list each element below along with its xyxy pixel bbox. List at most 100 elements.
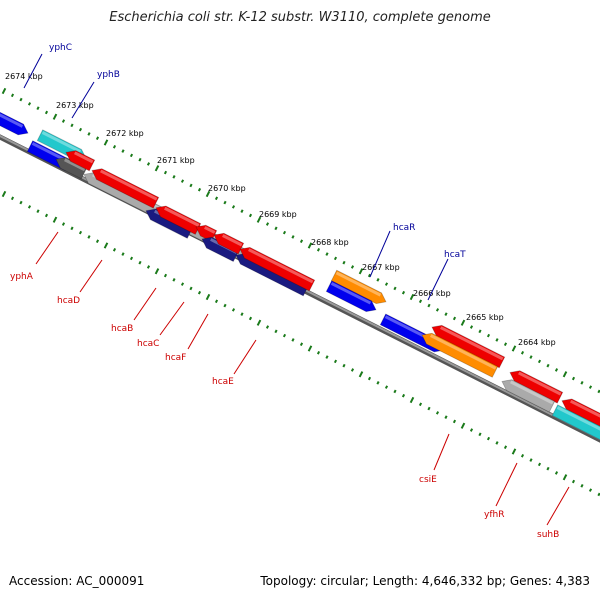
- kbp-label: 2672 kbp: [106, 129, 144, 138]
- tick-mark: [282, 230, 287, 235]
- tick-mark: [460, 422, 466, 429]
- gene-arrow: [155, 205, 202, 235]
- gene-arrow-highlight: [100, 169, 158, 201]
- tick-mark: [511, 448, 517, 455]
- tick-mark: [112, 248, 117, 252]
- tick-mark: [52, 113, 58, 120]
- gene-arrow: [551, 404, 600, 441]
- tick-mark: [367, 273, 372, 278]
- gene-label-csiE: csiE: [419, 475, 437, 485]
- tick-mark: [495, 338, 499, 342]
- tick-mark: [546, 363, 550, 368]
- tick-mark: [146, 265, 151, 269]
- gene-arrow-highlight: [204, 226, 216, 234]
- tick-mark: [256, 319, 262, 326]
- tick-mark: [520, 350, 525, 355]
- kbp-label: 2667 kbp: [362, 263, 400, 272]
- tick-mark: [61, 222, 66, 226]
- tick-mark: [78, 230, 83, 235]
- tick-mark: [1, 87, 7, 95]
- tick-mark: [61, 119, 66, 123]
- gene-arrow: [0, 107, 29, 136]
- tick-mark: [240, 312, 244, 316]
- tick-mark: [580, 484, 584, 488]
- tick-mark: [562, 474, 568, 481]
- tick-mark: [427, 406, 431, 411]
- tick-mark: [172, 175, 176, 179]
- gene-label-hcaF: hcaF: [165, 353, 186, 363]
- tick-mark: [87, 132, 91, 136]
- tick-mark: [103, 242, 109, 249]
- tick-mark: [460, 319, 466, 326]
- tick-mark: [307, 242, 313, 249]
- tick-mark: [495, 441, 499, 445]
- tick-mark: [435, 411, 440, 415]
- topology-text: Topology: circular; Length: 4,646,332 bp…: [260, 574, 590, 588]
- tick-mark: [554, 471, 559, 475]
- tick-mark: [223, 303, 227, 308]
- tick-mark: [325, 355, 329, 359]
- tick-mark: [70, 123, 74, 128]
- tick-mark: [291, 338, 295, 342]
- tick-mark: [316, 248, 321, 252]
- tick-mark: [146, 162, 151, 166]
- tick-mark: [503, 342, 508, 346]
- gene-arrow-highlight: [570, 399, 600, 423]
- tick-mark: [172, 278, 176, 282]
- tick-mark: [291, 235, 295, 239]
- tick-mark: [588, 488, 593, 492]
- tick-mark: [70, 226, 74, 231]
- gene-arrow-highlight: [64, 158, 86, 172]
- tick-row-bottom: [1, 190, 600, 497]
- tick-mark: [571, 376, 576, 381]
- kbp-labels: 2674 kbp 2673 kbp 2672 kbp 2671 kbp 2670…: [5, 72, 556, 347]
- tick-mark: [248, 213, 253, 218]
- tick-mark: [384, 385, 389, 389]
- gene-label-hcaB: hcaB: [111, 324, 133, 334]
- gene-label-yphB: yphB: [97, 70, 120, 80]
- tick-mark: [333, 359, 338, 364]
- tick-mark: [418, 299, 423, 304]
- gene-arrow: [501, 379, 556, 413]
- gene-labels: yphC yphB hcaR hcaT yphA hcaD hcaB hcaC …: [10, 43, 559, 540]
- tick-mark: [19, 200, 23, 205]
- kbp-label: 2671 kbp: [157, 156, 195, 165]
- gene-label-suhB: suhB: [537, 530, 559, 540]
- gene-label-hcaD: hcaD: [57, 296, 80, 306]
- tick-mark: [478, 329, 482, 334]
- tick-mark: [427, 303, 431, 308]
- tick-mark: [367, 376, 372, 381]
- tick-mark: [205, 190, 211, 198]
- tick-mark: [401, 393, 406, 398]
- tick-mark: [112, 145, 117, 149]
- tick-mark: [138, 260, 142, 265]
- genome-title: Escherichia coli str. K-12 substr. W3110…: [109, 10, 491, 25]
- tick-mark: [27, 205, 32, 209]
- gene-arrow-highlight: [430, 334, 497, 370]
- gene-arrow: [91, 168, 160, 209]
- tick-mark: [163, 273, 168, 278]
- tick-mark: [44, 213, 49, 218]
- gene-arrow-highlight: [556, 406, 600, 433]
- tick-mark: [103, 139, 109, 146]
- tick-mark: [554, 368, 559, 372]
- gene-arrow-highlight: [440, 326, 504, 361]
- tick-mark: [401, 290, 406, 295]
- tick-mark: [197, 290, 202, 295]
- tick-mark: [469, 428, 474, 432]
- tick-mark: [444, 415, 448, 419]
- gene-label-yphA: yphA: [10, 272, 34, 282]
- gene-label-yphC: yphC: [49, 43, 72, 53]
- tick-mark: [1, 190, 7, 198]
- tick-mark: [231, 308, 236, 312]
- tick-mark: [503, 445, 508, 449]
- tick-mark: [52, 216, 58, 223]
- tick-mark: [44, 110, 49, 115]
- tick-mark: [163, 170, 168, 175]
- gene-label-hcaR: hcaR: [393, 223, 415, 233]
- tick-mark: [95, 136, 100, 141]
- tick-mark: [231, 205, 236, 209]
- gene-label-hcaT: hcaT: [444, 250, 466, 260]
- tick-mark: [478, 432, 482, 437]
- tick-mark: [138, 157, 142, 162]
